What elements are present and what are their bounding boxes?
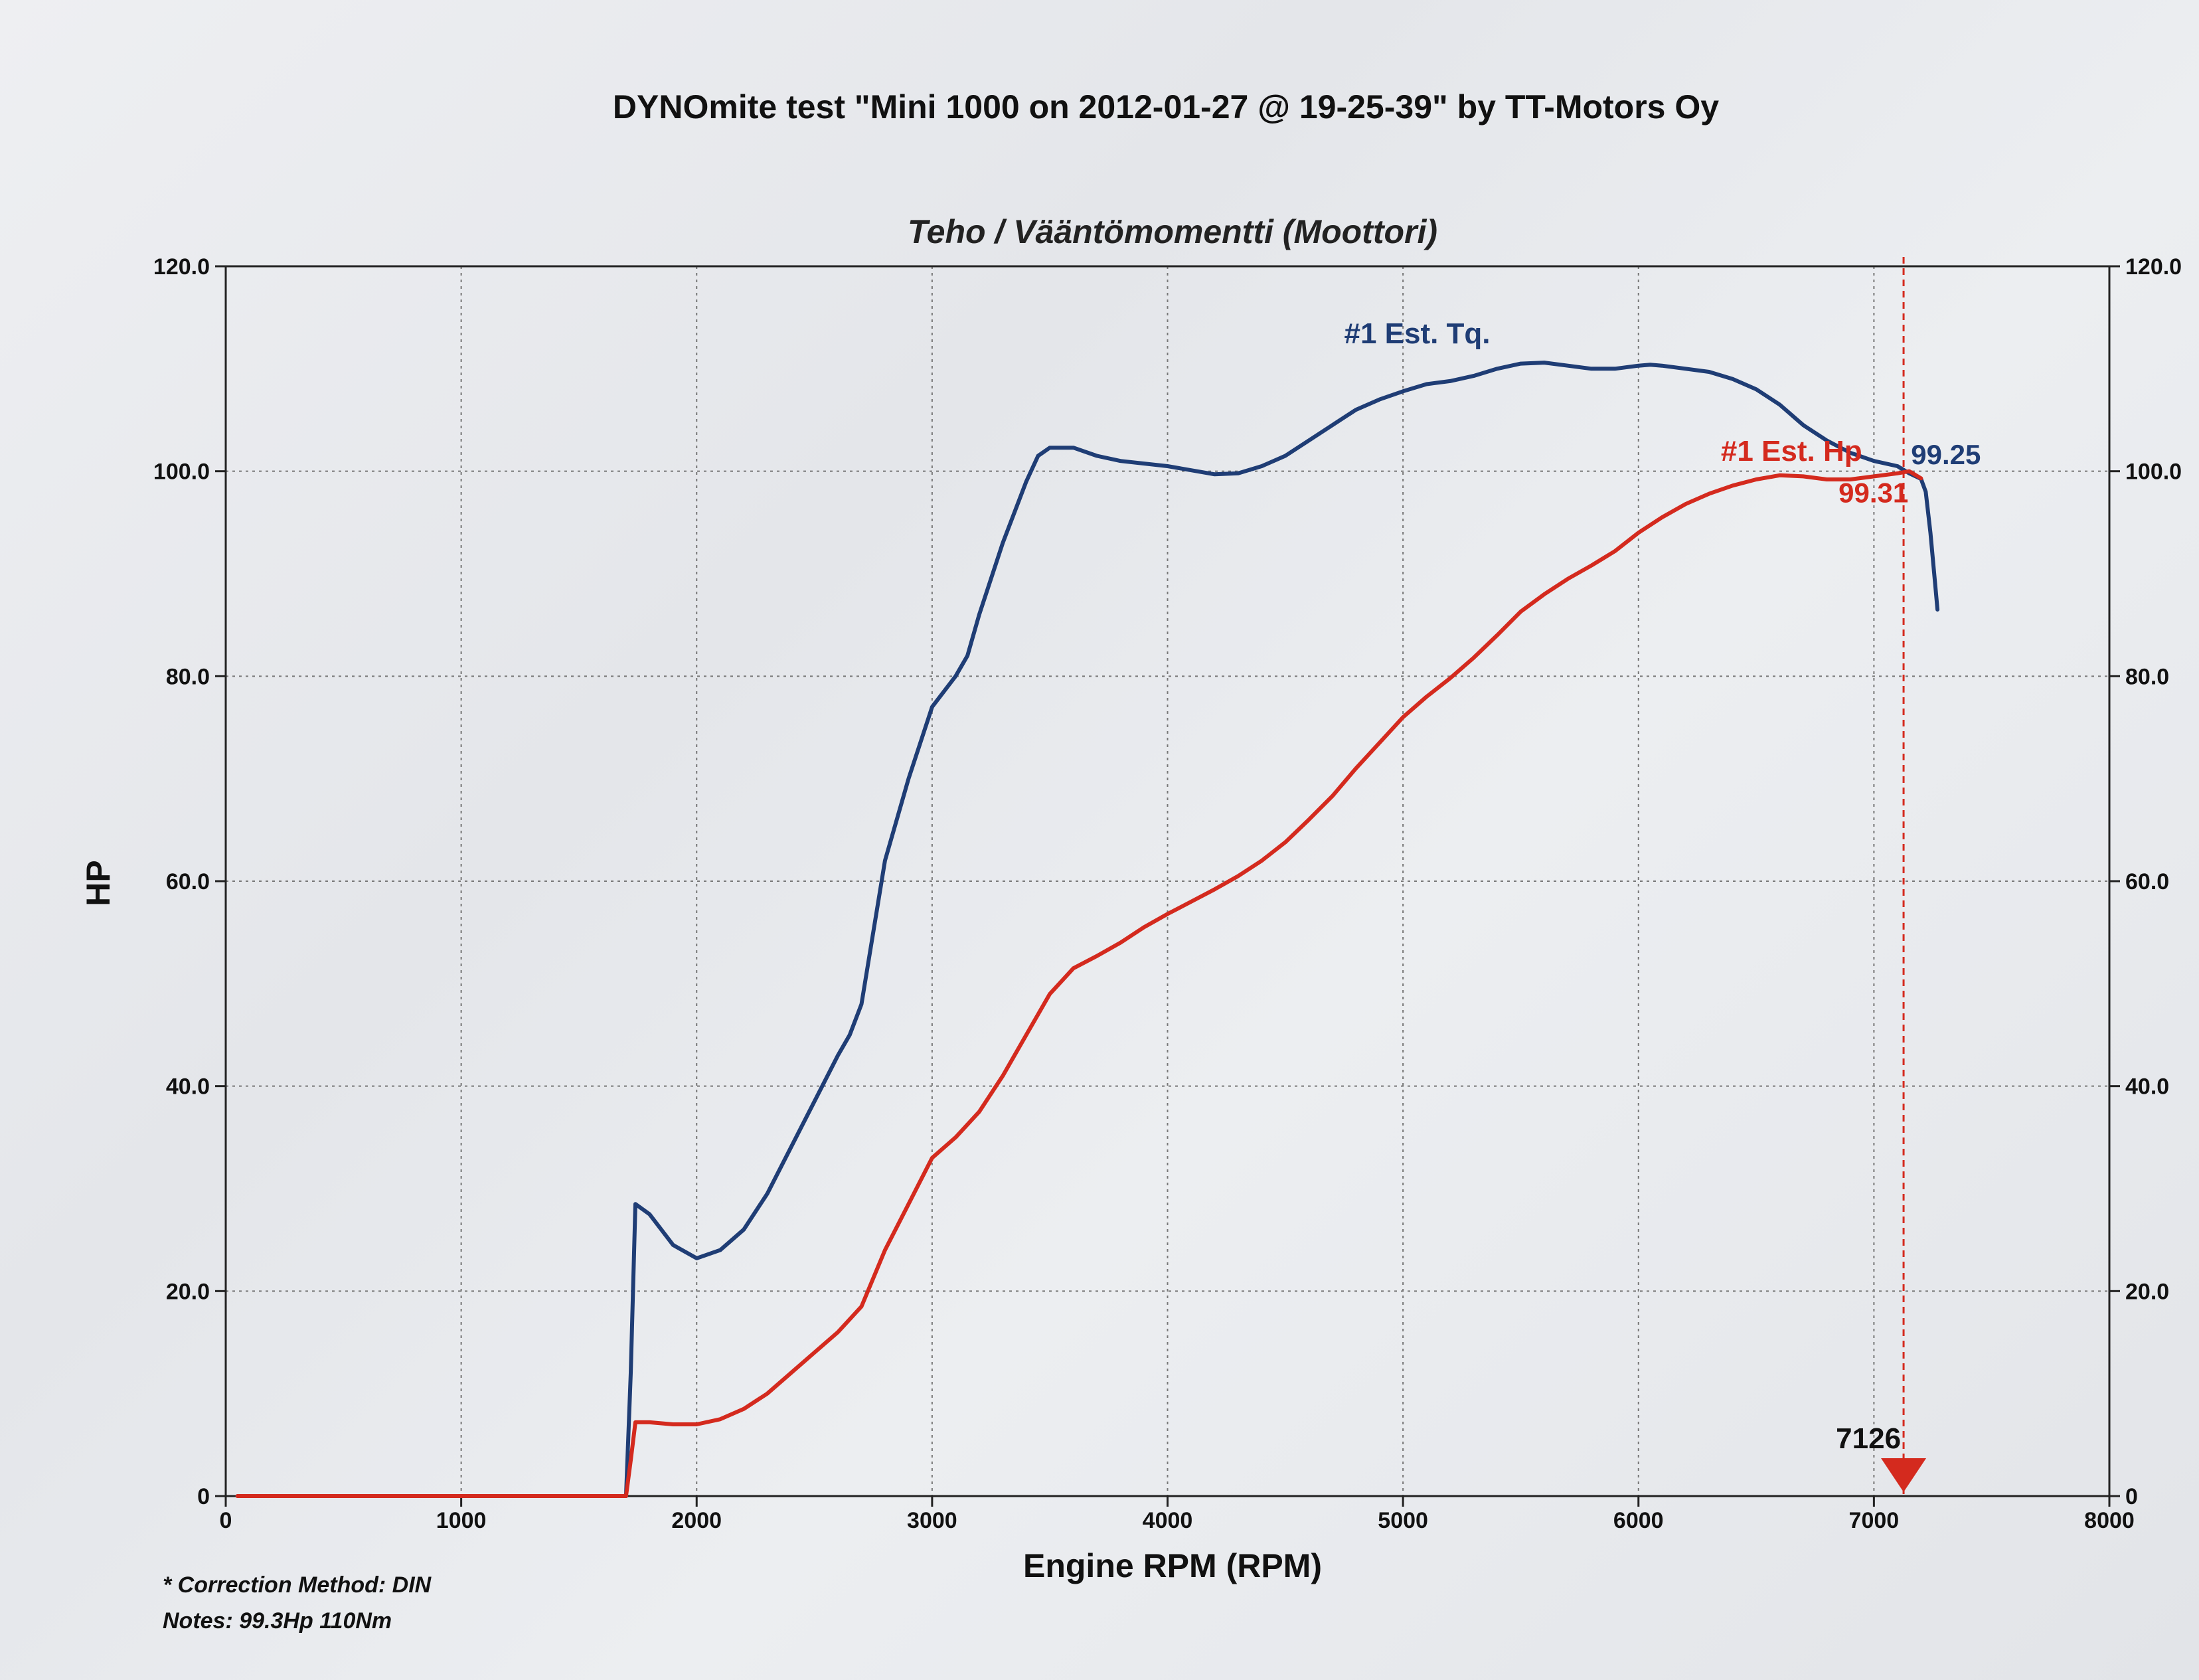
x-axis-title: Engine RPM (RPM) [1023,1547,1322,1584]
x-tick-label: 7000 [1849,1508,1900,1533]
y2-axis-ticks: 0 20.0 40.0 60.0 80.0 100.0 120.0 [2109,254,2182,1509]
y2-tick-label: 80.0 [2125,664,2169,689]
grid [226,266,2109,1496]
x-tick-label: 6000 [1613,1508,1664,1533]
y2-tick-label: 100.0 [2125,460,2182,485]
rpm-marker-label: 7126 [1836,1422,1901,1455]
power-peak-value: 99.31 [1838,477,1908,508]
torque-peak-value: 99.25 [1911,439,1981,470]
y2-tick-label: 120.0 [2125,254,2182,280]
chart-subtitle: Teho / Vääntömomentti (Moottori) [908,213,1437,250]
notes-text: Notes: 99.3Hp 110Nm [163,1608,392,1634]
x-tick-label: 4000 [1143,1508,1193,1533]
x-axis-ticks: 0 1000 2000 3000 4000 5000 6000 7000 8000 [220,1496,2135,1533]
correction-method-note: * Correction Method: DIN [163,1572,432,1598]
power-curve [235,469,1923,1498]
chart-title: DYNOmite test "Mini 1000 on 2012-01-27 @… [613,88,1719,126]
series-label-torque: #1 Est. Tq. [1344,317,1490,350]
y-axis-title: HP [80,860,117,906]
x-tick-label: 1000 [436,1508,487,1533]
y-tick-label: 0 [197,1484,210,1509]
torque-curve [235,361,1940,1498]
series-lines [235,361,1940,1498]
y2-tick-label: 40.0 [2125,1074,2169,1100]
series-label-power: #1 Est. Hp [1721,435,1862,467]
y2-tick-label: 20.0 [2125,1279,2169,1304]
y2-tick-label: 0 [2125,1484,2138,1509]
y-tick-label: 100.0 [153,460,210,485]
x-tick-label: 3000 [907,1508,957,1533]
x-tick-label: 0 [220,1508,232,1533]
x-tick-label: 5000 [1378,1508,1428,1533]
y-tick-label: 40.0 [166,1074,210,1100]
x-tick-label: 2000 [671,1508,722,1533]
y2-tick-label: 60.0 [2125,869,2169,894]
x-tick-label: 8000 [2084,1508,2135,1533]
rpm-marker-triangle [1881,1458,1927,1492]
y-tick-label: 120.0 [153,254,210,280]
y-axis-ticks: 0 20.0 40.0 60.0 80.0 100.0 120.0 [153,254,226,1509]
y-tick-label: 20.0 [166,1279,210,1304]
y-tick-label: 80.0 [166,664,210,689]
y-tick-label: 60.0 [166,869,210,894]
